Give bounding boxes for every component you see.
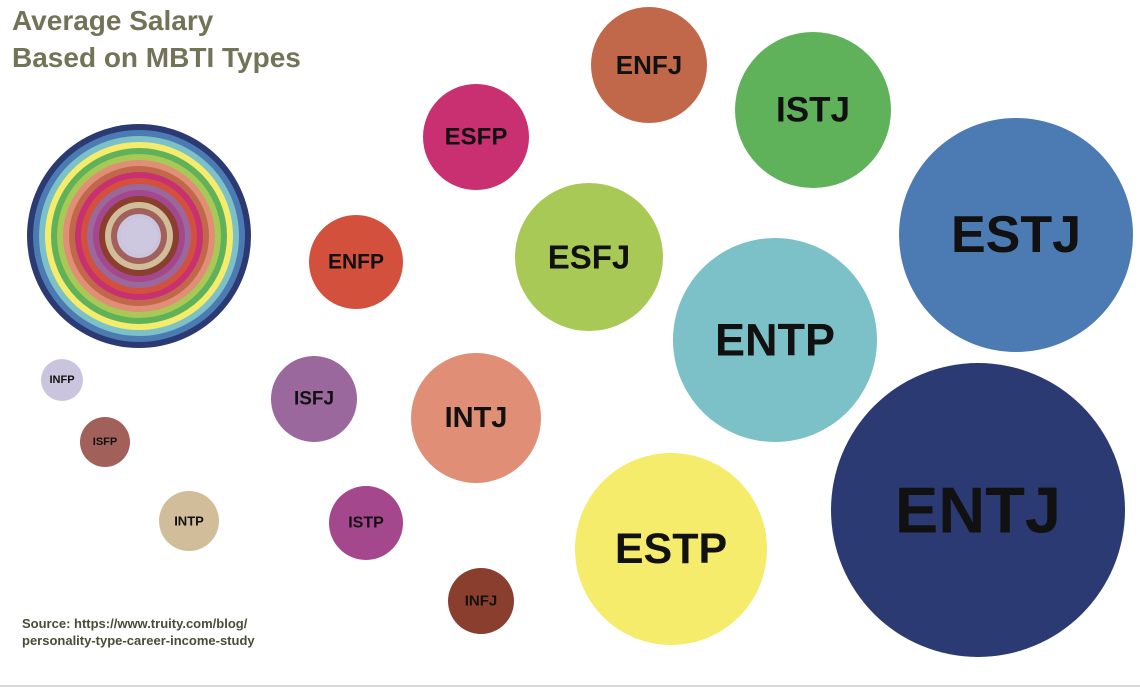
bubble-label-intp: INTP <box>174 514 204 529</box>
bubble-esfp <box>423 84 529 190</box>
chart-title-line-2: Based on MBTI Types <box>12 42 301 73</box>
bubble-label-entj: ENTJ <box>895 474 1061 547</box>
bubble-label-isfp: ISFP <box>93 436 117 448</box>
bubble-label-esfp: ESFP <box>445 124 508 151</box>
bubble-intp <box>159 491 219 551</box>
bubble-label-esfj: ESFJ <box>548 239 631 276</box>
bubble-label-estj: ESTJ <box>951 206 1081 264</box>
bubble-estj <box>899 118 1133 352</box>
bubble-label-intj: INTJ <box>445 402 508 434</box>
bubble-esfj <box>515 183 663 331</box>
bubble-entj <box>831 363 1125 657</box>
bottom-border <box>0 685 1140 687</box>
bubble-istj <box>735 32 891 188</box>
bubble-isfp <box>80 417 130 467</box>
bubble-estp <box>575 453 767 645</box>
legend-ring-core <box>121 218 157 254</box>
bubble-enfp <box>309 215 403 309</box>
bubble-label-infj: INFJ <box>465 593 498 610</box>
bubble-infj <box>448 568 514 634</box>
source-note-line-2: personality-type-career-income-study <box>22 633 255 648</box>
bubble-label-istp: ISTP <box>348 515 384 532</box>
bubble-label-istj: ISTJ <box>776 91 850 130</box>
bubble-label-infp: INFP <box>49 374 74 386</box>
bubble-label-enfj: ENFJ <box>616 50 682 80</box>
bubble-isfj <box>271 356 357 442</box>
ring-legend <box>27 124 251 348</box>
bubble-entp <box>673 238 877 442</box>
bubble-label-isfj: ISFJ <box>294 389 334 410</box>
source-note-line-1: Source: https://www.truity.com/blog/ <box>22 616 248 631</box>
bubble-enfj <box>591 7 707 123</box>
bubble-label-entp: ENTP <box>715 315 835 366</box>
chart-title-line-1: Average Salary <box>12 5 214 36</box>
bubble-intj <box>411 353 541 483</box>
bubble-infp <box>41 359 83 401</box>
bubble-label-estp: ESTP <box>615 525 727 573</box>
bubble-istp <box>329 486 403 560</box>
bubble-label-enfp: ENFP <box>328 251 384 274</box>
